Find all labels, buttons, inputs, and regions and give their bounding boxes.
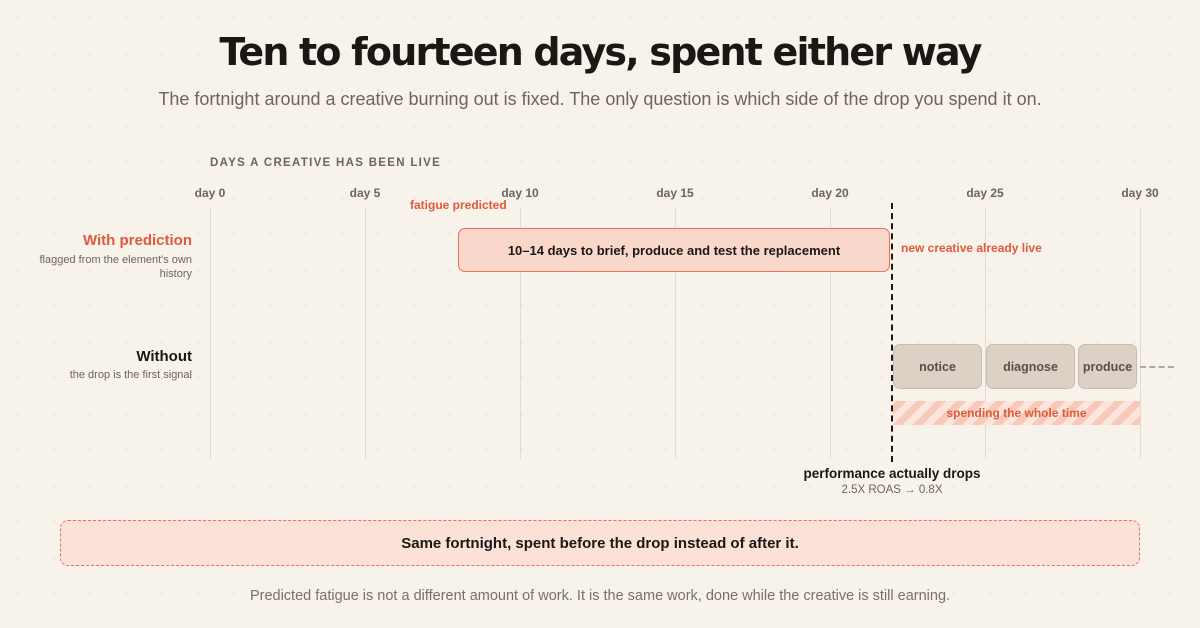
- step-notice-label: notice: [919, 359, 956, 374]
- gridline-day-20: [830, 207, 831, 459]
- footer-note: Predicted fatigue is not a different amo…: [249, 588, 951, 604]
- page-title: Ten to fourteen days, spent either way: [219, 30, 982, 74]
- tick-label-day-20: day 20: [811, 186, 849, 200]
- gridline-day-5: [365, 207, 366, 459]
- tick-label-day-10: day 10: [501, 186, 539, 200]
- continuation-dashes: [1140, 366, 1174, 368]
- step-produce-label: produce: [1082, 359, 1133, 374]
- drop-sublabel: 2.5X ROAS → 0.8X: [841, 484, 943, 496]
- spending-band: spending the whole time: [893, 401, 1140, 425]
- tick-label-day-15: day 15: [656, 186, 694, 200]
- without-label: Without: [136, 348, 192, 365]
- tick-label-day-30: day 30: [1121, 186, 1159, 200]
- prediction-work-bar-label: 10–14 days to brief, produce and test th…: [507, 242, 841, 258]
- gridline-day-25: [985, 207, 986, 459]
- step-diagnose: diagnose: [986, 344, 1075, 389]
- tick-label-day-25: day 25: [966, 186, 1004, 200]
- drop-line: [891, 203, 893, 462]
- step-produce: produce: [1078, 344, 1137, 389]
- with-prediction-sublabel: flagged from the element's own history: [39, 254, 192, 280]
- page-subtitle: The fortnight around a creative burning …: [158, 89, 1042, 109]
- gridline-day-10: [520, 207, 521, 459]
- spending-band-label: spending the whole time: [946, 406, 1087, 420]
- tick-label-day-5: day 5: [349, 186, 381, 200]
- without-sublabel: the drop is the first signal: [69, 369, 192, 381]
- step-diagnose-label: diagnose: [1003, 359, 1058, 374]
- fatigue-predicted-label: fatigue predicted: [410, 198, 507, 212]
- tick-label-day-0: day 0: [194, 186, 226, 200]
- callout-text: Same fortnight, spent before the drop in…: [401, 534, 799, 552]
- prediction-work-bar: 10–14 days to brief, produce and test th…: [458, 228, 890, 272]
- new-creative-live-label: new creative already live: [901, 241, 1042, 255]
- with-prediction-label: With prediction: [82, 232, 192, 249]
- axis-title: DAYS A CREATIVE HAS BEEN LIVE: [210, 157, 442, 169]
- drop-label: performance actually drops: [803, 466, 981, 481]
- callout-box: Same fortnight, spent before the drop in…: [60, 520, 1140, 566]
- step-notice: notice: [893, 344, 982, 389]
- gridline-day-30: [1140, 207, 1141, 459]
- gridline-day-15: [675, 207, 676, 459]
- gridline-day-0: [210, 207, 211, 459]
